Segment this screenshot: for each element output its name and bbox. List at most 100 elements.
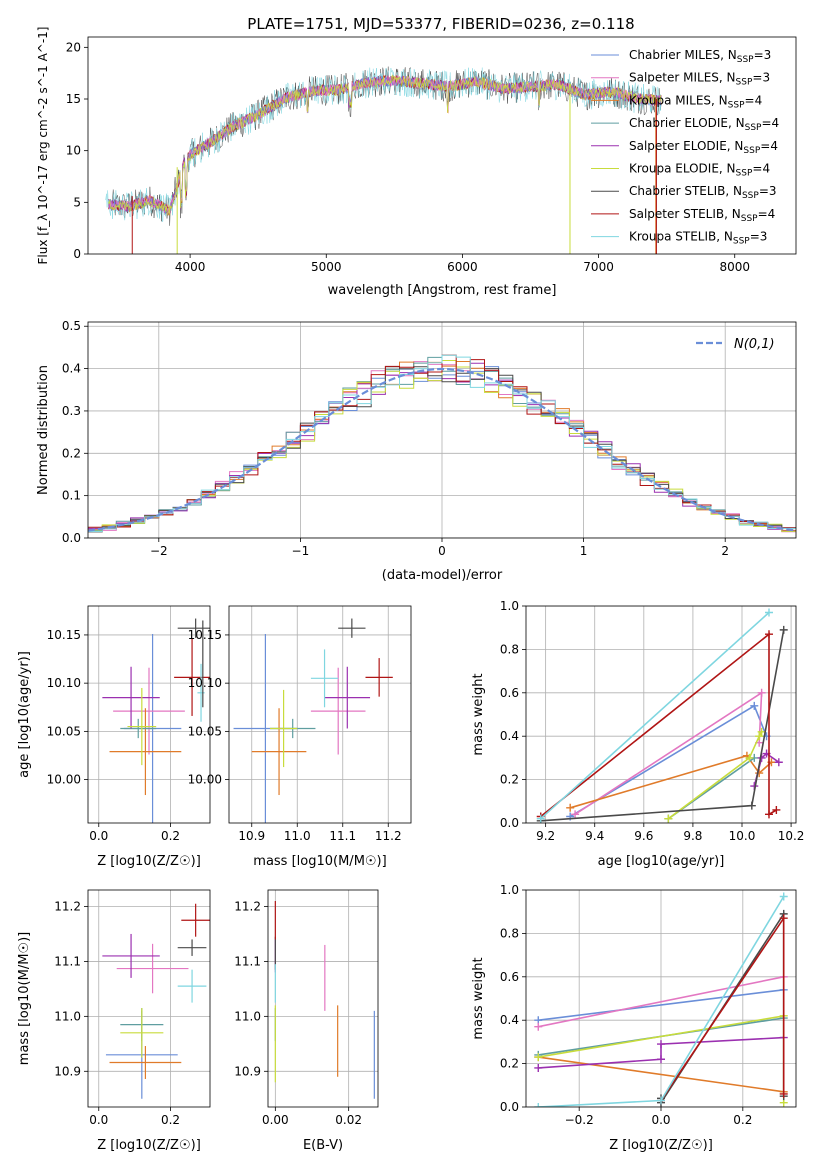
y-tick-label: 0.1 xyxy=(62,489,81,503)
legend: Chabrier MILES, NSSP=3 Salpeter MILES, NS… xyxy=(591,48,779,247)
point-salpeter_miles xyxy=(534,1022,543,1031)
y-tick-label: 0.0 xyxy=(62,531,81,545)
point-salpeter_elodie xyxy=(534,1063,543,1072)
x-axis-label: Z [log10(Z/Z☉)] xyxy=(97,1138,201,1153)
x-tick-label: 6000 xyxy=(447,260,478,274)
y-tick-label: 0.5 xyxy=(62,319,81,333)
legend: N(0,1) xyxy=(696,337,775,352)
series-salpeter_miles xyxy=(538,976,784,1028)
y-tick-label: 10 xyxy=(66,144,81,158)
point-chabrier_miles xyxy=(750,701,759,710)
y-tick-label: 10.9 xyxy=(54,1064,81,1078)
y-axis-label: Normed distribution xyxy=(36,365,51,495)
y-tick-label: 15 xyxy=(66,92,81,106)
y-tick-label: 11.0 xyxy=(234,1009,261,1023)
y-tick-label: 0.3 xyxy=(62,404,81,418)
y-tick-label: 0.4 xyxy=(500,1013,519,1027)
x-tick-label: 9.2 xyxy=(536,829,555,843)
panel-weight_vs_age: 9.2 9.4 9.6 9.8 10.0 10.2 0.0 0.2 0.4 0.6 0.8 1.0 ag… xyxy=(471,599,804,869)
y-tick-label: 10.05 xyxy=(188,724,222,738)
point-salpeter_elodie xyxy=(657,1040,665,1049)
legend-label: Salpeter MILES, NSSP=3 xyxy=(629,71,770,88)
y-tick-label: 10.15 xyxy=(47,628,81,642)
panel-mass_vs_Z: 0.0 0.2 10.9 11.0 11.1 11.2 Z [log10(Z/Z☉)] mas… xyxy=(17,889,211,1153)
hist-chabrier_stelib xyxy=(88,366,796,533)
axes-frame xyxy=(87,605,211,824)
x-tick-label: −1 xyxy=(292,544,310,558)
y-tick-label: 20 xyxy=(66,40,81,54)
x-tick-label: 4000 xyxy=(175,260,206,274)
x-tick-label: 8000 xyxy=(719,260,750,274)
x-tick-label: 9.6 xyxy=(634,829,653,843)
y-tick-label: 0.4 xyxy=(500,729,519,743)
x-tick-label: 9.8 xyxy=(683,829,702,843)
point-salpeter_stelib xyxy=(772,805,781,814)
point-salpeter_stelib xyxy=(779,914,788,923)
axes-frame xyxy=(228,605,412,824)
x-tick-label: 10.0 xyxy=(729,829,756,843)
legend-label: Salpeter STELIB, NSSP=4 xyxy=(629,207,775,224)
point-kroupa_elodie xyxy=(745,753,754,762)
x-tick-label: 0.0 xyxy=(89,1113,108,1127)
series-salpeter_elodie xyxy=(538,1036,784,1069)
y-tick-label: 0.8 xyxy=(500,642,519,656)
series-salpeter_stelib xyxy=(540,632,777,818)
axes-frame xyxy=(87,889,211,1108)
y-tick-label: 0.0 xyxy=(500,1100,519,1114)
y-tick-label: 11.0 xyxy=(54,1009,81,1023)
plot-area xyxy=(526,606,796,823)
legend-label: N(0,1) xyxy=(734,337,775,352)
point-salpeter_elodie xyxy=(774,758,783,767)
y-tick-label: 11.2 xyxy=(234,899,261,913)
y-tick-label: 10.05 xyxy=(47,724,81,738)
y-tick-label: 10.00 xyxy=(188,773,222,787)
spectrum-kroupa_elodie xyxy=(108,74,662,216)
series-kroupa_miles xyxy=(538,1056,784,1093)
panel-weight_vs_Z: −0.2 0.0 0.2 0.0 0.2 0.4 0.6 0.8 1.0 Z [log10(Z/Z… xyxy=(471,883,797,1153)
panel-mass_vs_ebv: 0.00 0.02 10.9 11.0 11.1 11.2 E(B-V) xyxy=(234,889,379,1153)
point-salpeter_stelib xyxy=(765,810,773,819)
plot-area xyxy=(268,890,378,1107)
y-tick-label: 0 xyxy=(73,247,81,261)
point-salpeter_elodie xyxy=(657,1055,665,1064)
y-tick-label: 0.4 xyxy=(62,362,81,376)
point-salpeter_miles xyxy=(757,688,766,697)
y-tick-label: 0.2 xyxy=(62,446,81,460)
x-axis-label: (data-model)/error xyxy=(382,568,503,583)
series-kroupa_elodie xyxy=(667,731,763,820)
x-tick-label: 0.2 xyxy=(733,1113,752,1127)
x-tick-label: −0.2 xyxy=(565,1113,594,1127)
y-axis-label: mass [log10(M/M☉)] xyxy=(17,932,32,1065)
panel-age_vs_Z: 0.0 0.2 10.00 10.05 10.10 10.15 Z [log10(Z/Z☉)… xyxy=(17,605,211,869)
x-tick-label: 0.00 xyxy=(262,1113,289,1127)
plot-area xyxy=(88,322,796,538)
point-kroupa_elodie xyxy=(534,1053,543,1062)
panel-age_vs_mass: 10.9 11.0 11.1 11.2 10.00 10.05 10.10 10.15 mass… xyxy=(188,605,412,869)
point-kroupa_stelib xyxy=(765,608,773,617)
x-tick-label: 0.0 xyxy=(89,829,108,843)
spectrum-salpeter_miles xyxy=(108,75,662,214)
point-kroupa_elodie xyxy=(757,727,766,736)
y-axis-label: Flux [f_λ 10^-17 erg cm^-2 s^-1 A^-1] xyxy=(36,27,50,265)
x-tick-label: 0.0 xyxy=(651,1113,670,1127)
y-axis-label: mass weight xyxy=(471,673,486,755)
x-tick-label: 2 xyxy=(721,544,729,558)
x-axis-label: mass [log10(M/M☉)] xyxy=(253,854,386,869)
x-tick-label: 0.2 xyxy=(161,1113,180,1127)
panel-residuals: −2 −1 0 1 2 0.0 0.1 0.2 0.3 0.4 0.5 (data-model)/er… xyxy=(36,319,797,583)
y-axis-label: mass weight xyxy=(471,957,486,1039)
series-kroupa_stelib xyxy=(540,611,770,820)
x-tick-label: 10.2 xyxy=(778,829,805,843)
legend-label: Salpeter ELODIE, NSSP=4 xyxy=(629,139,778,156)
y-tick-label: 11.2 xyxy=(54,899,81,913)
legend-label: Chabrier STELIB, NSSP=3 xyxy=(629,184,777,201)
x-tick-label: 0.2 xyxy=(161,829,180,843)
x-tick-label: 1 xyxy=(580,544,588,558)
x-axis-label: wavelength [Angstrom, rest frame] xyxy=(328,283,557,298)
y-tick-label: 5 xyxy=(73,195,81,209)
point-salpeter_stelib xyxy=(779,1089,788,1098)
x-tick-label: 11.0 xyxy=(284,829,311,843)
x-tick-label: 9.4 xyxy=(585,829,604,843)
y-tick-label: 11.1 xyxy=(234,954,261,968)
